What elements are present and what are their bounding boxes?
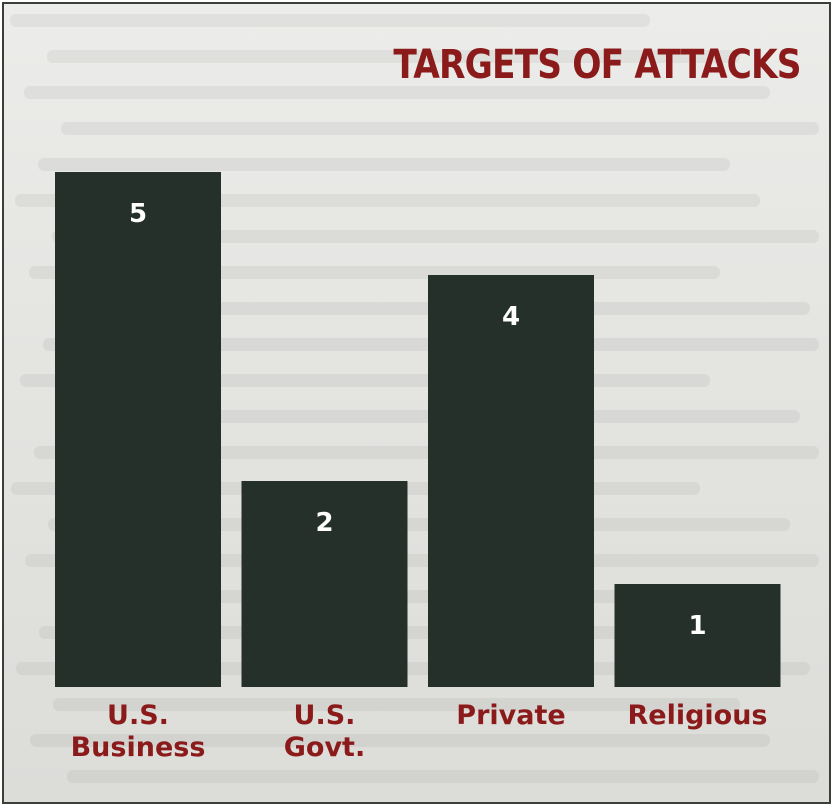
bar — [428, 275, 594, 687]
background-text-line — [48, 518, 790, 531]
category-label: U.S. Govt. — [235, 700, 415, 764]
background-text-line — [39, 626, 780, 639]
background-text-line — [25, 554, 819, 567]
background-text-line — [52, 230, 819, 243]
background-text-line — [47, 50, 740, 63]
bar — [241, 481, 408, 687]
data-label: 2 — [315, 508, 333, 538]
data-label: 4 — [502, 302, 520, 332]
bar-chart: 5 2 4 1 — [55, 172, 781, 687]
category-label-line: Religious — [627, 700, 768, 731]
background-text-line — [38, 158, 730, 171]
background-text-line — [53, 698, 740, 711]
data-label: 5 — [129, 199, 147, 229]
background-text-line — [24, 86, 770, 99]
data-label: 1 — [688, 611, 706, 641]
category-label-line: U.S. — [293, 700, 356, 731]
category-label-line: Private — [456, 700, 566, 731]
category-label-line: Business — [70, 732, 206, 763]
background-text-line — [30, 734, 770, 747]
category-label-line: Govt. — [283, 732, 366, 763]
background-text-line — [34, 446, 819, 459]
category-label: Private — [421, 700, 601, 732]
background-text-line — [67, 770, 819, 783]
chart-title: TARGETS OF ATTACKS — [393, 42, 802, 88]
bar — [614, 584, 781, 687]
background-text-line — [61, 122, 819, 135]
category-label: U.S. Business — [48, 700, 228, 764]
background-text-line — [10, 14, 650, 27]
category-label: Religious — [608, 700, 788, 732]
bar — [55, 172, 221, 687]
category-label-line: U.S. — [107, 700, 169, 731]
